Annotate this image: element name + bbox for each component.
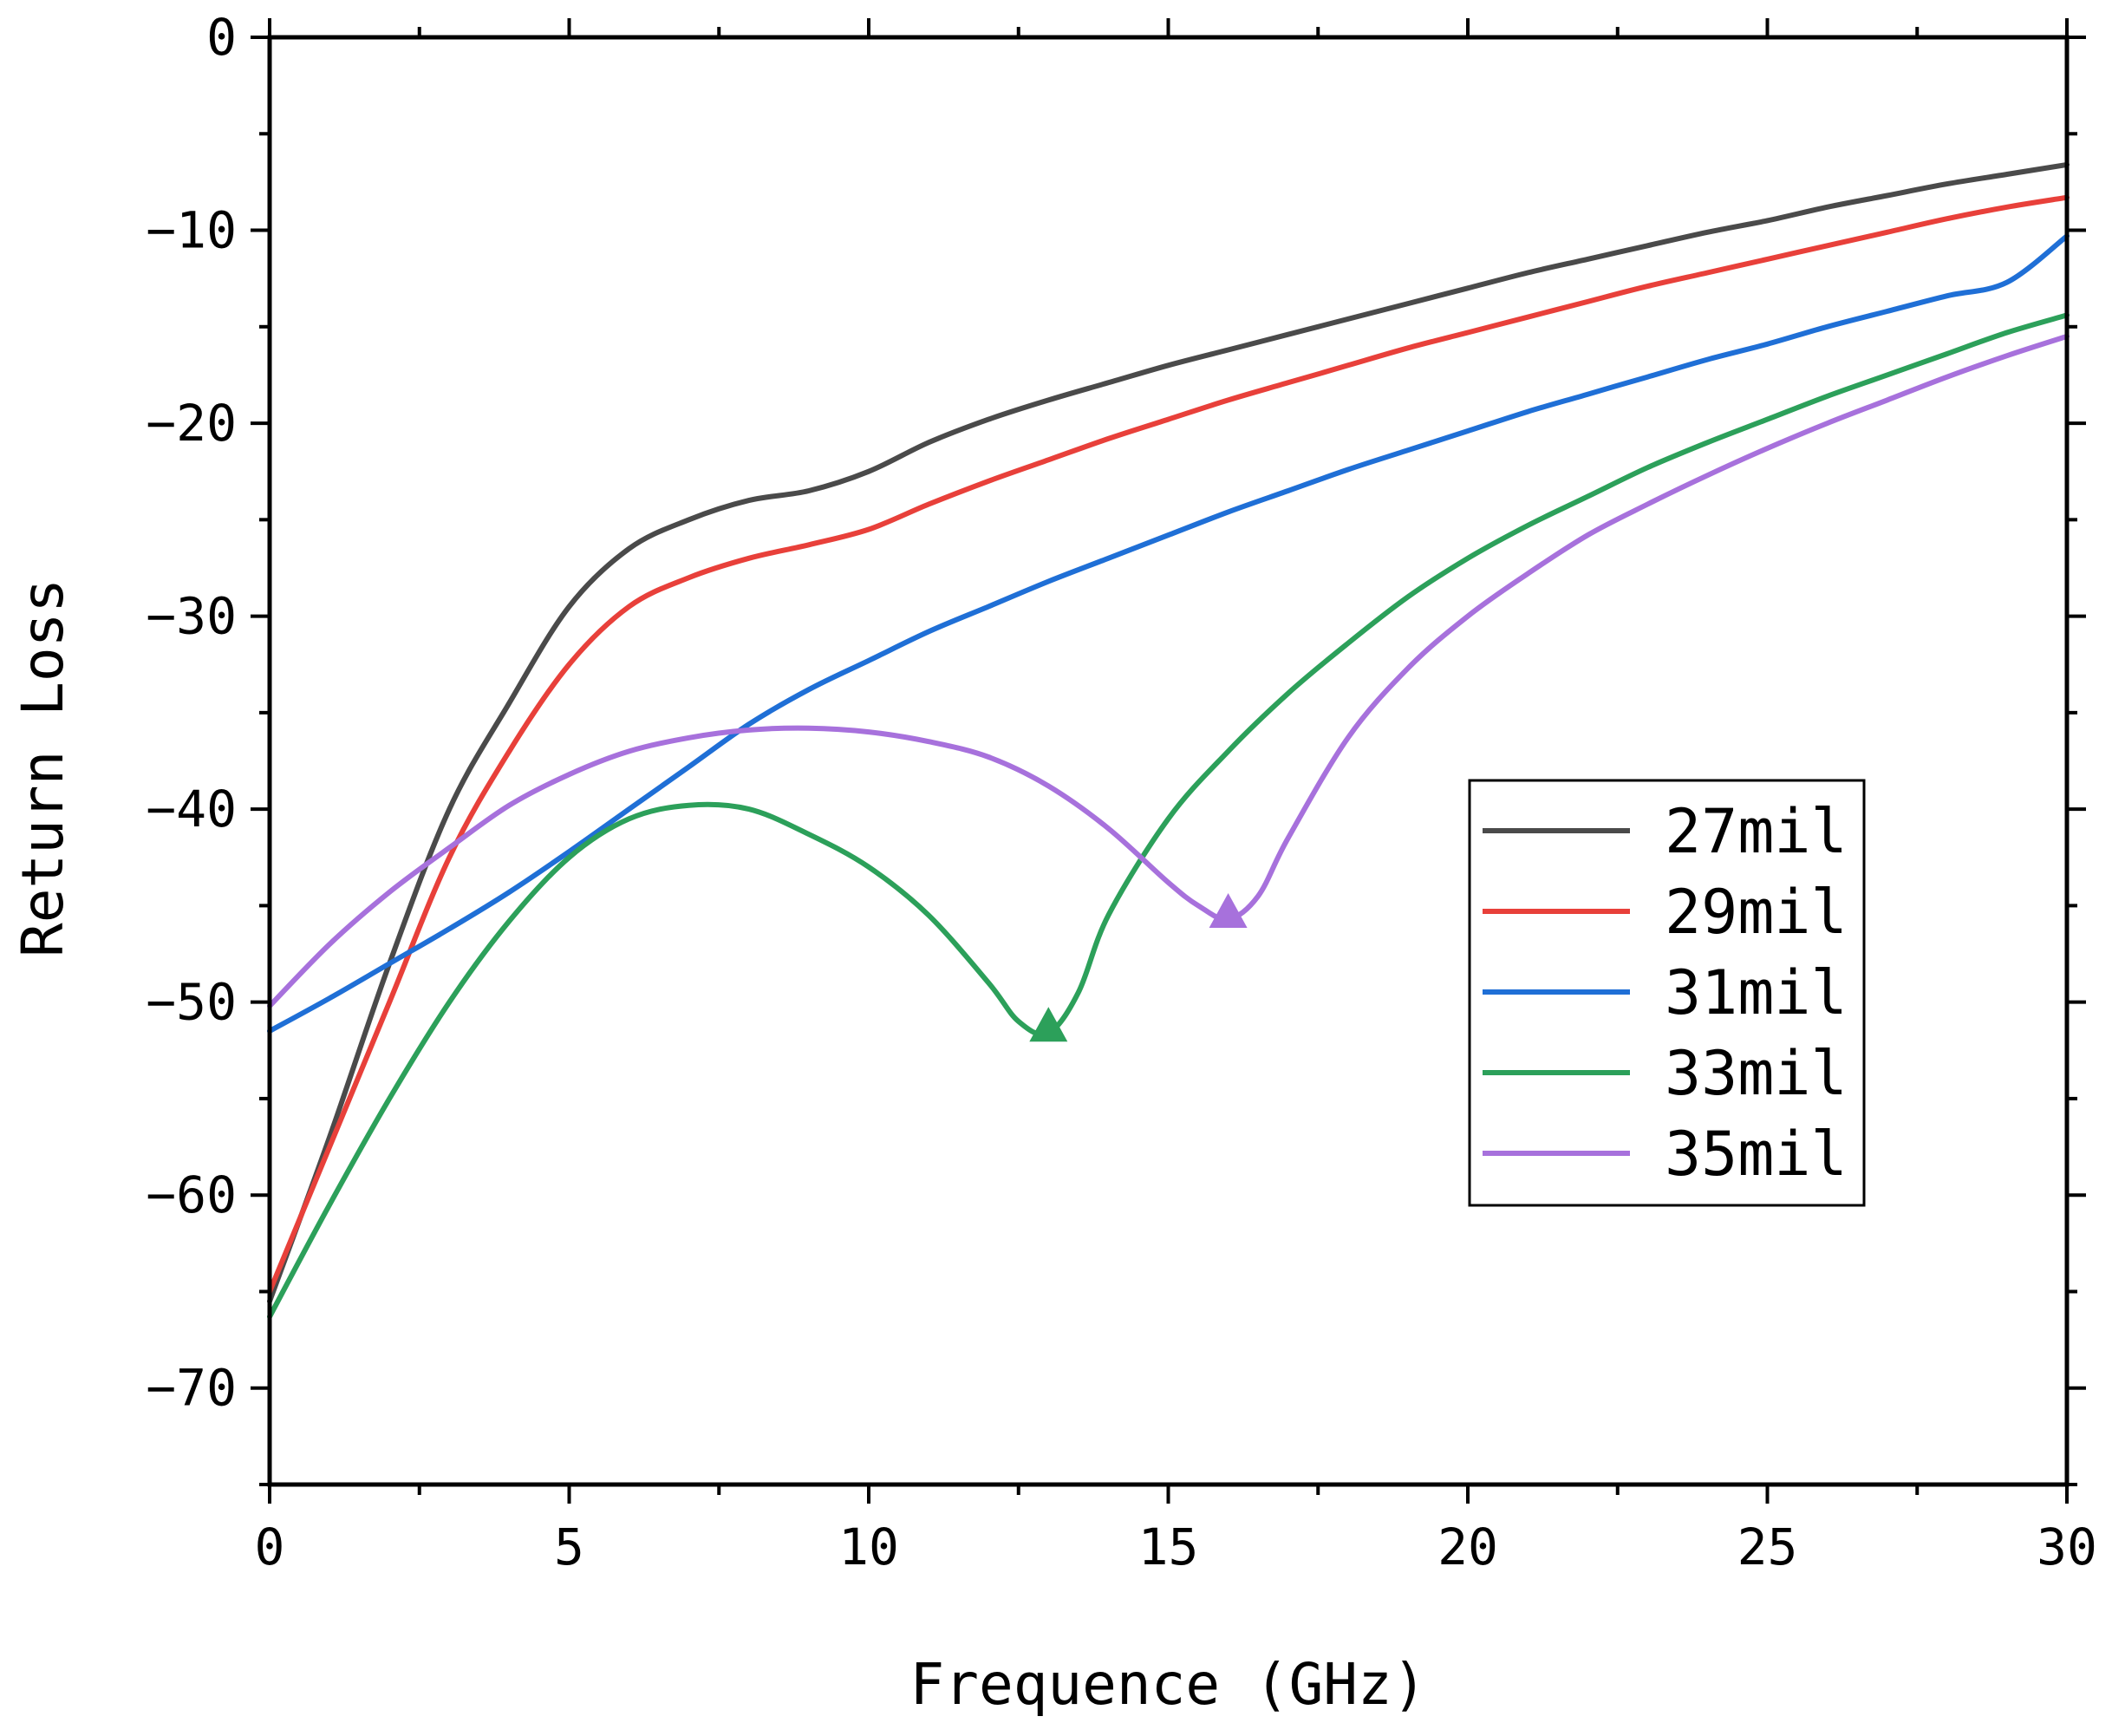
y-tick-label: 0 bbox=[206, 8, 237, 67]
marker-layer bbox=[1029, 892, 1248, 1042]
y-tick-label: −20 bbox=[146, 394, 237, 453]
legend-label-27mil: 27mil bbox=[1665, 796, 1848, 867]
series-line-33mil bbox=[267, 312, 2070, 1320]
marker-35mil bbox=[1209, 892, 1248, 928]
y-tick-label: −60 bbox=[146, 1165, 237, 1224]
x-tick-label: 15 bbox=[1138, 1517, 1199, 1576]
y-tick-label: −70 bbox=[146, 1359, 237, 1418]
x-tick-label: 20 bbox=[1437, 1517, 1498, 1576]
legend-label-29mil: 29mil bbox=[1665, 877, 1848, 948]
series-line-27mil bbox=[267, 161, 2070, 1304]
y-tick-label: −30 bbox=[146, 587, 237, 646]
y-axis-title: Return Loss bbox=[10, 578, 76, 957]
x-tick-label: 0 bbox=[255, 1517, 285, 1576]
legend-label-35mil: 35mil bbox=[1665, 1119, 1848, 1190]
x-tick-label: 30 bbox=[2037, 1517, 2097, 1576]
series-line-35mil bbox=[267, 333, 2070, 1009]
legend-label-31mil: 31mil bbox=[1665, 957, 1848, 1028]
x-tick-label: 5 bbox=[554, 1517, 584, 1576]
y-tick-label: −40 bbox=[146, 780, 237, 839]
y-tick-label: −10 bbox=[146, 201, 237, 260]
x-tick-label: 10 bbox=[838, 1517, 899, 1576]
x-tick-label: 25 bbox=[1737, 1517, 1798, 1576]
series-layer bbox=[267, 161, 2070, 1320]
tick-layer: 0 5 10 15 20 25 30 0 −10 −20 −30 −40 −50 −60 −70 bbox=[146, 8, 2097, 1576]
x-axis-title: Frequence (GHz) bbox=[909, 1651, 1426, 1718]
legend-label-33mil: 33mil bbox=[1665, 1038, 1848, 1109]
marker-33mil bbox=[1029, 1007, 1068, 1042]
series-line-31mil bbox=[267, 233, 2070, 1034]
series-line-29mil bbox=[267, 194, 2070, 1295]
y-tick-label: −50 bbox=[146, 973, 237, 1032]
legend: 27mil 29mil 31mil 33mil 35mil bbox=[1468, 779, 1866, 1207]
